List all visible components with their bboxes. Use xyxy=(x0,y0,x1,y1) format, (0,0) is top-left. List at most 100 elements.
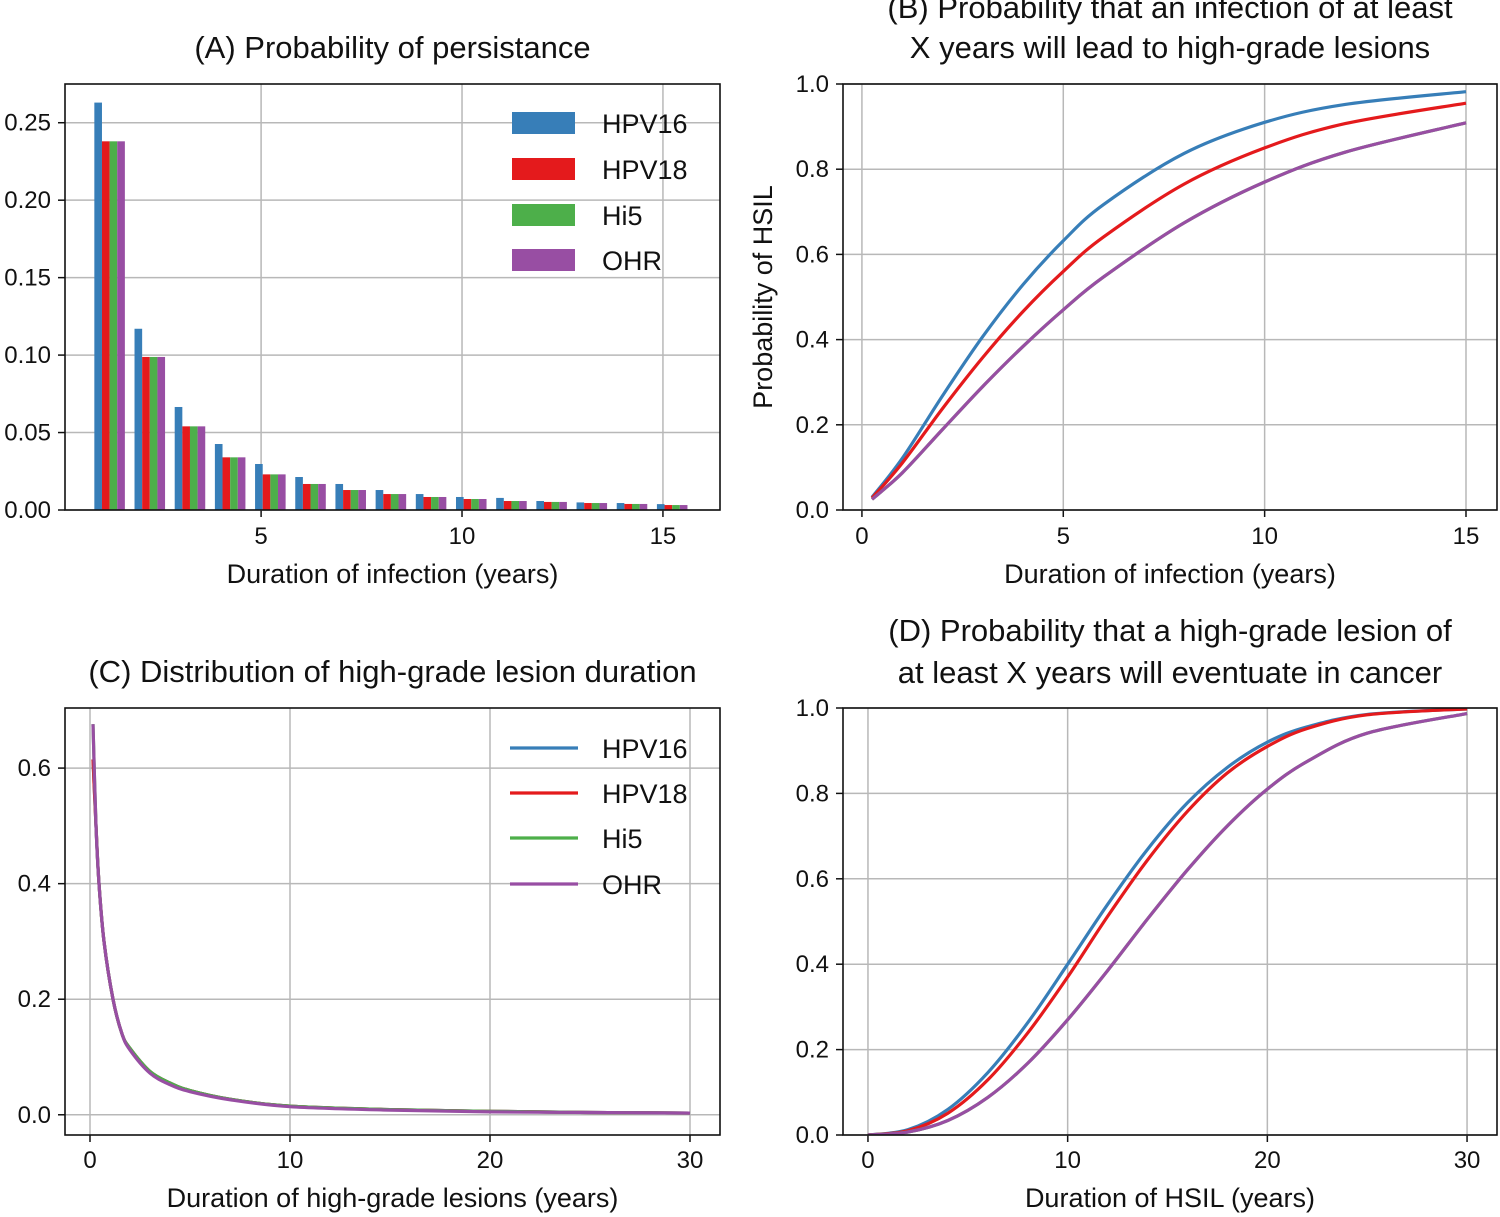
y-tick-label: 0.8 xyxy=(796,780,829,807)
y-tick-label: 0.10 xyxy=(4,342,51,369)
bar-hi5 xyxy=(189,426,198,510)
bar-hi5 xyxy=(511,501,520,510)
y-tick-label: 0.15 xyxy=(4,265,51,292)
bar-hi5 xyxy=(551,501,560,510)
bar-hpv16 xyxy=(616,503,625,510)
series-line-hpv16 xyxy=(867,708,1468,1135)
bar-hpv16 xyxy=(174,406,183,510)
bar-hpv18 xyxy=(584,503,592,510)
bar-hi5 xyxy=(672,505,680,510)
x-axis-label: Duration of infection (years) xyxy=(227,559,559,589)
bar-ohr xyxy=(358,490,366,510)
bar-ohr xyxy=(679,505,688,510)
bar-hi5 xyxy=(230,457,238,510)
axes-frame xyxy=(842,83,1498,511)
panel-A: (A) Probability of persistance 5 10 15 0.00 0… xyxy=(4,30,721,589)
bar-hpv16 xyxy=(576,502,585,510)
axes-frame xyxy=(842,707,1498,1136)
x-tick-label: 5 xyxy=(1057,523,1070,550)
x-tick-label: 0 xyxy=(855,523,868,550)
bar-hpv16 xyxy=(536,501,544,510)
bar-hpv16 xyxy=(134,328,143,510)
y-tick-label: 0.6 xyxy=(796,866,829,893)
bar-ohr xyxy=(559,501,567,510)
y-tick-label: 0.4 xyxy=(18,871,51,898)
series-line-hpv16 xyxy=(870,90,1467,499)
bar-hpv18 xyxy=(503,501,512,510)
x-tick-label: 10 xyxy=(277,1147,304,1174)
x-tick-label: 15 xyxy=(650,523,677,550)
legend-swatch-hi5 xyxy=(512,204,575,226)
chart-title: (B) Probability that an infection of at … xyxy=(887,0,1453,25)
y-tick-label: 0.0 xyxy=(796,1122,829,1149)
legend-label: OHR xyxy=(602,246,662,276)
bar-hi5 xyxy=(431,496,439,510)
x-tick-label: 10 xyxy=(449,523,476,550)
y-tick-label: 0.0 xyxy=(796,497,829,524)
y-tick-label: 0.2 xyxy=(796,1037,829,1064)
bar-ohr xyxy=(478,499,487,510)
y-tick-label: 0.6 xyxy=(796,241,829,268)
axes-frame xyxy=(64,707,721,1136)
x-tick-label: 10 xyxy=(1251,523,1278,550)
y-tick-label: 0.00 xyxy=(4,497,51,524)
series-line-ohr xyxy=(867,711,1468,1135)
bar-hpv18 xyxy=(302,483,311,510)
bar-hpv18 xyxy=(343,490,351,510)
x-tick-label: 10 xyxy=(1054,1147,1081,1174)
plot-area xyxy=(867,708,1468,1135)
legend-label: Hi5 xyxy=(602,824,643,854)
y-tick-label: 0.0 xyxy=(18,1102,51,1129)
bar-hpv18 xyxy=(142,356,150,510)
series-line-hpv16 xyxy=(91,759,691,1115)
y-axis-label: Probability of HSIL xyxy=(748,185,778,409)
y-tick-label: 0.25 xyxy=(4,110,51,137)
y-tick-label: 1.0 xyxy=(796,71,829,98)
legend: HPV16 HPV18 Hi5 OHR xyxy=(512,109,688,276)
bar-ohr xyxy=(157,356,166,510)
chart-title: at least X years will eventuate in cance… xyxy=(898,655,1443,690)
y-tick-label: 1.0 xyxy=(796,695,829,722)
bar-ohr xyxy=(277,474,286,510)
series-line-hpv18 xyxy=(870,101,1467,500)
y-tick-label: 0.4 xyxy=(796,327,829,354)
x-tick-label: 30 xyxy=(677,1147,704,1174)
bar-ohr xyxy=(519,501,527,510)
bar-hi5 xyxy=(149,356,158,510)
bar-hpv18 xyxy=(262,474,271,510)
bar-hpv16 xyxy=(455,496,464,510)
x-tick-label: 0 xyxy=(861,1147,874,1174)
axes-frame xyxy=(64,83,721,511)
bar-hpv18 xyxy=(664,505,673,510)
series-line-hi5 xyxy=(91,724,691,1115)
bar-hpv16 xyxy=(94,102,102,510)
chart-title: X years will lead to high-grade lesions xyxy=(910,30,1430,65)
legend-swatch-hpv18 xyxy=(512,158,575,180)
legend: HPV16 HPV18 Hi5 OHR xyxy=(510,734,688,900)
bar-hpv16 xyxy=(335,483,344,510)
x-tick-label: 30 xyxy=(1454,1147,1481,1174)
y-tick-label: 0.2 xyxy=(18,986,51,1013)
panel-D: (D) Probability that a high-grade lesion… xyxy=(796,613,1498,1213)
plot-area xyxy=(91,724,691,1115)
legend-swatch-hpv16 xyxy=(512,112,575,134)
bar-hpv18 xyxy=(463,499,472,510)
bar-hpv16 xyxy=(496,497,504,510)
bar-hpv18 xyxy=(182,426,190,510)
y-tick-label: 0.4 xyxy=(796,951,829,978)
legend-label: HPV16 xyxy=(602,734,688,764)
bar-hpv18 xyxy=(222,457,231,510)
legend-label: HPV16 xyxy=(602,109,688,139)
bar-ohr xyxy=(197,426,206,510)
x-tick-label: 20 xyxy=(477,1147,504,1174)
bar-hi5 xyxy=(350,490,359,510)
series-line-hpv18 xyxy=(867,708,1468,1135)
bar-hpv16 xyxy=(214,444,223,510)
bar-ohr xyxy=(599,503,608,510)
bar-hi5 xyxy=(390,494,399,510)
bar-hpv16 xyxy=(255,463,263,510)
bar-hpv18 xyxy=(423,496,432,510)
legend-label: HPV18 xyxy=(602,779,688,809)
bar-hpv16 xyxy=(415,494,424,510)
series-line-hi5 xyxy=(867,711,1468,1135)
